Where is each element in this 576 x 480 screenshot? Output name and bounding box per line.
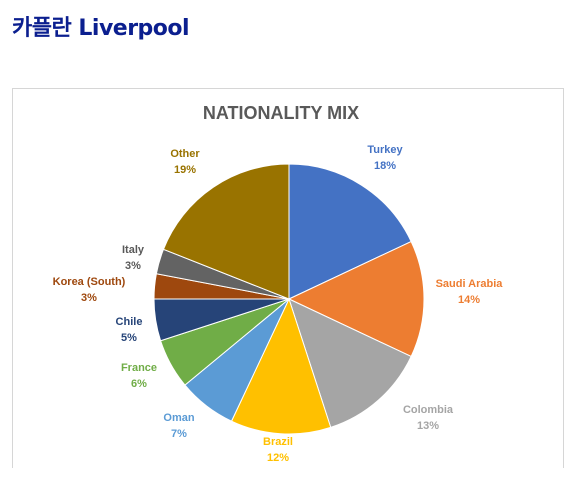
slice-value-italy: 3% (125, 260, 141, 272)
slice-label-korea-south: Korea (South) (53, 276, 126, 288)
slice-value-france: 6% (131, 378, 147, 390)
pie-chart-canvas: NATIONALITY MIX Turkey 18% Saudi Arabia 14%… (53, 103, 504, 464)
slice-label-france: France (121, 362, 157, 374)
page-title: 카플란 Liverpool (12, 16, 190, 41)
slice-label-other: Other (170, 148, 200, 160)
pie-slice-colombia (288, 298, 412, 429)
slice-label-colombia: Colombia (403, 404, 454, 416)
slice-value-chile: 5% (121, 332, 137, 344)
slice-label-italy: Italy (122, 244, 145, 256)
pie-slice-brazil (230, 297, 332, 435)
slice-label-chile: Chile (116, 316, 143, 328)
slice-value-korea-south: 3% (81, 292, 97, 304)
slice-label-turkey: Turkey (367, 144, 403, 156)
pie-slice-saudi-arabia (287, 240, 425, 358)
slice-label-saudi-arabia: Saudi Arabia (436, 278, 504, 290)
slice-label-brazil: Brazil (263, 436, 293, 448)
slice-label-oman: Oman (163, 412, 194, 424)
slice-value-other: 19% (174, 164, 196, 176)
slice-value-brazil: 12% (267, 452, 289, 464)
pie-chart: NATIONALITY MIX Turkey 18% Saudi Arabia 14%… (12, 88, 564, 468)
chart-title: NATIONALITY MIX (203, 103, 359, 123)
slice-value-colombia: 13% (417, 420, 439, 432)
pie-slice-turkey (288, 163, 412, 300)
slice-value-oman: 7% (171, 428, 187, 440)
pie-slice-other (162, 163, 290, 300)
slice-value-turkey: 18% (374, 160, 396, 172)
slice-value-saudi-arabia: 14% (458, 294, 480, 306)
